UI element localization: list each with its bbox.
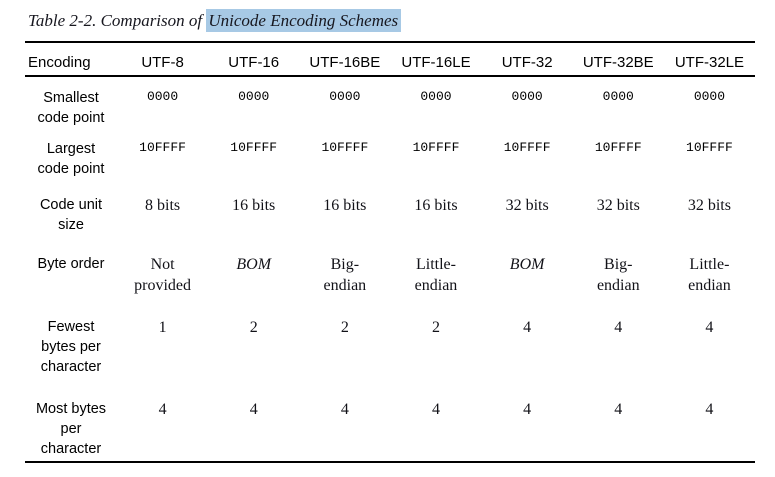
table-cell: Big- endian bbox=[596, 256, 640, 294]
column-header-utf-32be: UTF-32BE bbox=[572, 42, 664, 77]
table-cell: 16 bits bbox=[323, 197, 367, 214]
column-header-utf-32le: UTF-32LE bbox=[663, 42, 755, 77]
table-cell: 2 bbox=[431, 319, 440, 336]
column-header-utf-16be: UTF-16BE bbox=[299, 42, 391, 77]
table-cell: 0000 bbox=[420, 89, 452, 104]
table-cell: 4 bbox=[523, 401, 532, 418]
table-cell: 10FFFF bbox=[503, 140, 551, 155]
table-cell: Little- endian bbox=[414, 256, 458, 294]
table-cell: 0000 bbox=[146, 89, 179, 104]
table-caption-highlighted-text: Unicode Encoding Schemes bbox=[206, 9, 402, 32]
table-cell: 4 bbox=[158, 401, 167, 418]
table-cell: BOM bbox=[236, 256, 272, 273]
row-label: Fewest bytes per character bbox=[40, 319, 102, 375]
table-cell: 4 bbox=[614, 319, 623, 336]
table-row-most-bytes: Most bytes per character 4 4 4 4 4 4 4 bbox=[25, 388, 755, 462]
table-cell: 4 bbox=[249, 401, 258, 418]
table-row-fewest-bytes: Fewest bytes per character 1 2 2 2 4 4 4 bbox=[25, 306, 755, 388]
row-label: Code unit size bbox=[39, 197, 103, 233]
table-cell: 32 bits bbox=[596, 197, 640, 214]
table-cell: 4 bbox=[705, 319, 714, 336]
table-cell: 4 bbox=[431, 401, 440, 418]
table-cell: 2 bbox=[249, 319, 258, 336]
column-header-utf-16: UTF-16 bbox=[208, 42, 300, 77]
table-cell: 4 bbox=[614, 401, 623, 418]
column-header-utf-16le: UTF-16LE bbox=[390, 42, 482, 77]
row-label: Byte order bbox=[37, 256, 105, 272]
table-cell: 10FFFF bbox=[321, 140, 369, 155]
table-cell: 10FFFF bbox=[594, 140, 642, 155]
table-cell: 16 bits bbox=[414, 197, 458, 214]
table-cell: 0000 bbox=[693, 89, 726, 104]
table-cell: Big- endian bbox=[323, 256, 367, 294]
table-cell: 4 bbox=[340, 401, 349, 418]
column-header-utf-32: UTF-32 bbox=[481, 42, 573, 77]
table-cell: 0000 bbox=[511, 89, 543, 104]
table-cell: 4 bbox=[705, 401, 714, 418]
table-caption-prefix: Table 2-2. Comparison of bbox=[28, 11, 207, 30]
table-cell: 10FFFF bbox=[139, 140, 186, 155]
table-cell: 8 bits bbox=[145, 197, 181, 214]
table-cell: 32 bits bbox=[505, 197, 549, 214]
column-header-encoding: Encoding bbox=[25, 42, 117, 77]
table-cell: Not provided bbox=[134, 256, 191, 294]
table-cell: BOM bbox=[509, 256, 545, 273]
row-label: Largest code point bbox=[37, 141, 105, 177]
table-cell: 10FFFF bbox=[686, 140, 733, 155]
table-cell: 0000 bbox=[329, 89, 361, 104]
encoding-comparison-table: Encoding UTF-8 UTF-16 UTF-16BE UTF-16LE … bbox=[25, 41, 755, 463]
table-row-code-unit-size: Code unit size 8 bits 16 bits 16 bits 16… bbox=[25, 184, 755, 243]
row-label: Most bytes per character bbox=[35, 401, 107, 457]
table-cell: 10FFFF bbox=[412, 140, 460, 155]
table-cell: 2 bbox=[340, 319, 349, 336]
table-row-byte-order: Byte order Not provided BOM Big- endian … bbox=[25, 243, 755, 306]
table-cell: 16 bits bbox=[232, 197, 276, 214]
table-cell: 0000 bbox=[602, 89, 634, 104]
table-row-largest-code-point: Largest code point 10FFFF 10FFFF 10FFFF … bbox=[25, 128, 755, 184]
table-cell: Little- endian bbox=[688, 256, 731, 294]
header-row: Encoding UTF-8 UTF-16 UTF-16BE UTF-16LE … bbox=[25, 42, 755, 77]
table-row-smallest-code-point: Smallest code point 0000 0000 0000 0000 … bbox=[25, 76, 755, 128]
table-cell: 1 bbox=[158, 319, 167, 336]
table-cell: 10FFFF bbox=[230, 140, 278, 155]
row-label: Smallest code point bbox=[37, 90, 105, 126]
table-cell: 0000 bbox=[238, 89, 270, 104]
table-cell: 32 bits bbox=[687, 197, 731, 214]
table-caption: Table 2-2. Comparison of Unicode Encodin… bbox=[28, 9, 775, 32]
table-cell: 4 bbox=[523, 319, 532, 336]
column-header-utf-8: UTF-8 bbox=[117, 42, 209, 77]
